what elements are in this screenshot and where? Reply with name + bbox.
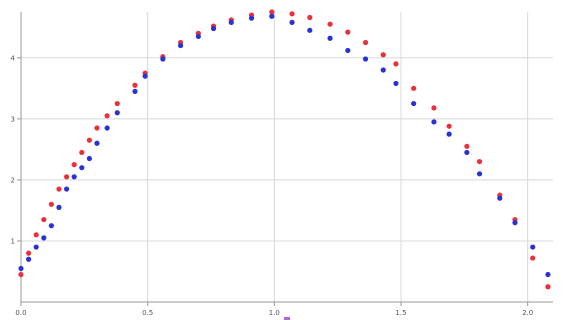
data-point — [269, 9, 275, 15]
partial-axis-title — [284, 317, 290, 320]
data-point — [411, 100, 417, 107]
data-point — [464, 149, 470, 156]
data-point — [71, 174, 77, 180]
data-point — [380, 67, 386, 73]
x-tick-label: 1.0 — [269, 309, 280, 317]
x-tick-label: 0.5 — [142, 309, 153, 317]
x-axis-title-fragment — [284, 317, 290, 320]
data-point — [362, 39, 369, 46]
data-point — [289, 19, 295, 25]
data-point — [26, 256, 32, 262]
data-point — [431, 105, 437, 111]
data-point — [48, 201, 55, 207]
data-point — [393, 61, 399, 67]
data-point — [431, 119, 437, 125]
data-point — [327, 21, 333, 27]
data-point — [380, 52, 386, 58]
data-point — [94, 125, 100, 131]
data-point — [307, 27, 313, 33]
data-point — [411, 85, 417, 91]
data-point — [497, 195, 503, 201]
data-point — [476, 158, 483, 165]
data-point — [446, 131, 452, 137]
data-point — [79, 165, 85, 171]
data-point — [446, 123, 452, 129]
data-point — [64, 186, 70, 192]
data-point — [86, 155, 92, 162]
data-point — [33, 244, 39, 250]
data-point — [86, 137, 92, 143]
data-point — [345, 29, 351, 35]
data-point — [132, 88, 138, 94]
axes — [17, 12, 553, 306]
data-point — [545, 271, 551, 278]
data-point — [41, 216, 47, 223]
data-point — [132, 82, 138, 88]
data-point — [79, 149, 85, 156]
data-point — [71, 162, 77, 168]
data-point — [476, 171, 483, 177]
data-points — [18, 9, 551, 290]
x-tick-label: 2.0 — [522, 309, 533, 317]
data-point — [362, 56, 369, 62]
data-point — [114, 100, 120, 107]
y-tick-label: 1 — [11, 237, 15, 245]
data-point — [142, 73, 148, 79]
data-point — [56, 204, 62, 210]
data-point — [195, 33, 201, 40]
data-point — [104, 113, 110, 119]
x-tick-label: 1.5 — [395, 309, 406, 317]
data-point — [530, 255, 536, 261]
data-point — [327, 35, 333, 41]
data-point — [18, 271, 24, 278]
data-point — [94, 140, 100, 146]
data-point — [41, 235, 47, 241]
data-point — [64, 174, 70, 180]
data-point — [464, 143, 470, 149]
data-point — [228, 19, 234, 25]
data-point — [114, 110, 120, 116]
data-point — [248, 15, 255, 21]
data-point — [393, 80, 399, 87]
y-tick-label: 2 — [11, 176, 15, 184]
data-point — [48, 223, 55, 229]
data-point — [26, 250, 32, 256]
data-point — [545, 284, 551, 290]
data-point — [307, 14, 313, 21]
data-point — [104, 125, 110, 131]
data-point — [530, 244, 536, 250]
data-point — [512, 220, 518, 226]
data-point — [18, 265, 24, 272]
data-point — [33, 232, 39, 238]
grid — [20, 12, 553, 302]
data-point — [160, 56, 166, 62]
data-point — [269, 13, 275, 19]
data-point — [178, 42, 184, 49]
data-point — [289, 11, 295, 17]
tick-labels: 0.0 0.5 1.0 1.5 2.0 1 2 3 4 — [11, 54, 534, 317]
data-point — [210, 25, 217, 32]
y-tick-label: 3 — [11, 115, 15, 123]
data-point — [345, 47, 351, 54]
y-tick-label: 4 — [11, 54, 16, 62]
x-tick-label: 0.0 — [15, 309, 26, 317]
data-point — [56, 186, 62, 192]
